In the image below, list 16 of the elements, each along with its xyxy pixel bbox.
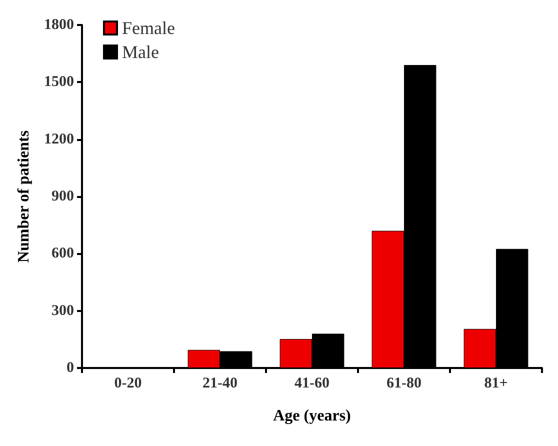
x-axis-title: Age (years)	[273, 408, 351, 424]
x-tick-label: 61-80	[386, 376, 422, 392]
y-tick-label: 1500	[44, 74, 74, 90]
y-tick-label: 900	[52, 188, 74, 204]
legend-label: Male	[122, 42, 159, 62]
y-tick-label: 1200	[44, 131, 74, 148]
x-tick-label: 0-20	[114, 376, 142, 392]
y-tick-label: 600	[52, 246, 74, 262]
x-tick-label: 41-60	[294, 376, 330, 392]
y-axis-title: Number of patients	[16, 130, 32, 263]
x-tick-label: 81+	[484, 376, 508, 392]
x-tick-label: 21-40	[202, 376, 238, 392]
y-tick-label: 0	[66, 360, 74, 376]
y-tick-label: 1800	[44, 17, 74, 33]
y-tick-label: 300	[52, 302, 74, 319]
legend-label: Female	[122, 18, 175, 38]
